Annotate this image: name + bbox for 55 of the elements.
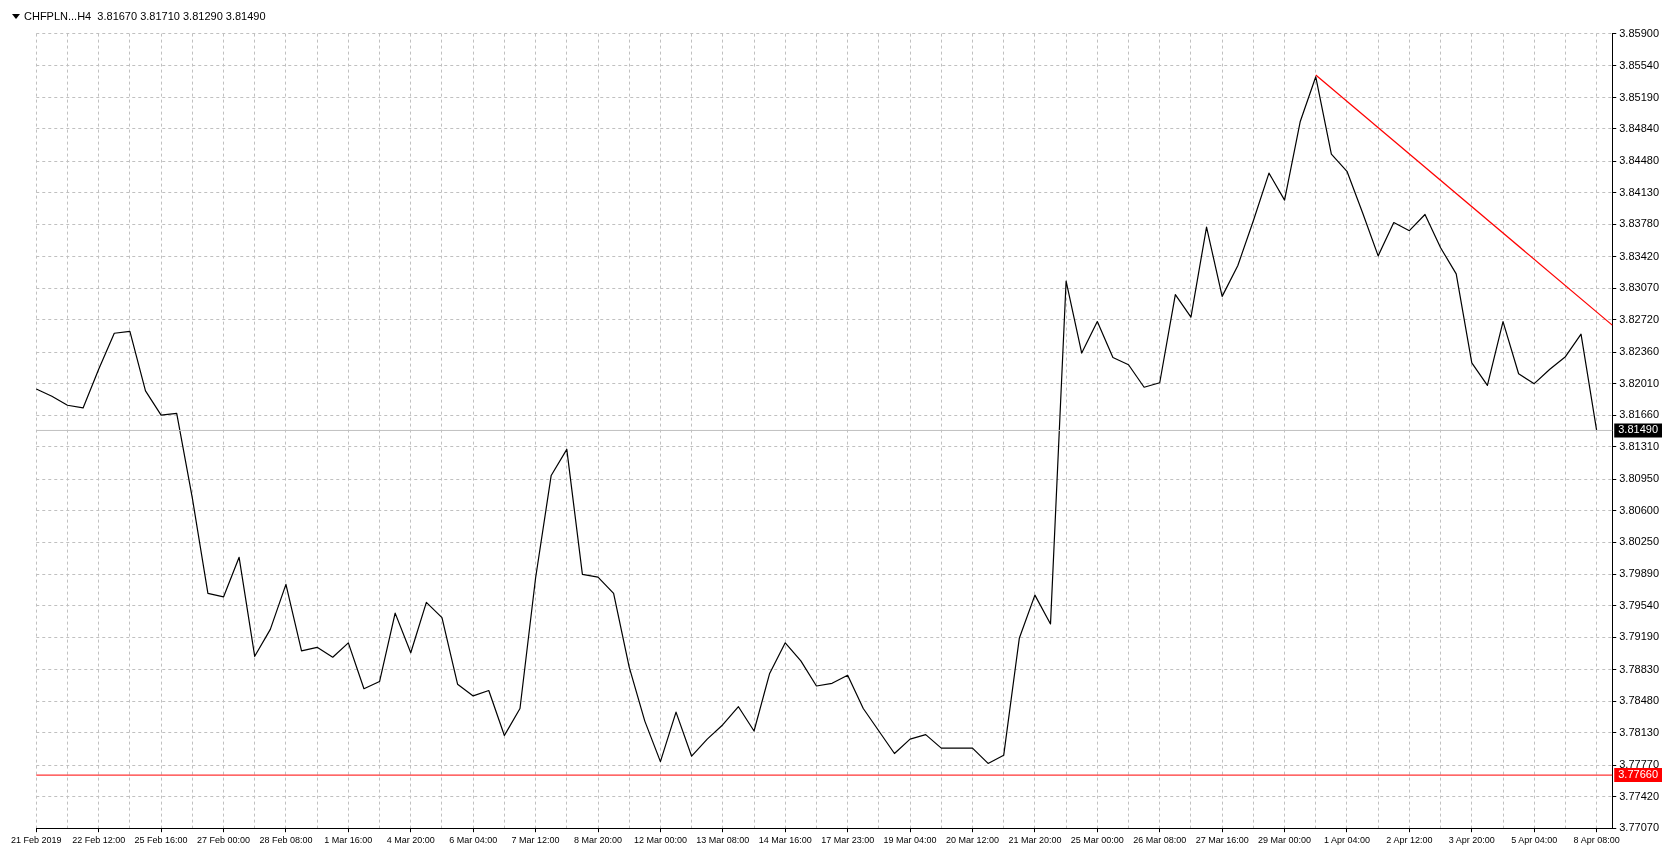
y-tick-label: 3.85900 bbox=[1619, 26, 1659, 39]
x-tick-label: 2 Apr 12:00 bbox=[1386, 835, 1433, 846]
x-tick-label: 1 Apr 04:00 bbox=[1323, 835, 1370, 846]
y-tick-label: 3.77070 bbox=[1619, 821, 1659, 834]
y-tick-label: 3.79190 bbox=[1619, 630, 1659, 643]
x-tick-label: 25 Mar 00:00 bbox=[1070, 835, 1124, 846]
x-tick-label: 27 Feb 00:00 bbox=[196, 835, 251, 846]
y-tick-label: 3.84480 bbox=[1619, 154, 1659, 167]
y-tick-label: 3.80600 bbox=[1619, 503, 1659, 516]
x-tick-label: 19 Mar 04:00 bbox=[883, 835, 937, 846]
y-tick-label: 3.78130 bbox=[1619, 725, 1659, 738]
y-tick-label: 3.85540 bbox=[1619, 59, 1659, 72]
y-tick-label: 3.77770 bbox=[1619, 758, 1659, 771]
y-tick-label: 3.79890 bbox=[1619, 567, 1659, 580]
x-tick-label: 3 Apr 20:00 bbox=[1448, 835, 1495, 846]
x-tick-label: 8 Mar 20:00 bbox=[573, 835, 623, 846]
x-tick-label: 6 Mar 04:00 bbox=[449, 835, 498, 846]
x-tick-label: 20 Mar 12:00 bbox=[945, 835, 1000, 846]
x-tick-label: 21 Feb 2019 bbox=[11, 835, 62, 846]
x-tick-label: 13 Mar 08:00 bbox=[696, 835, 750, 846]
x-tick-label: 27 Mar 16:00 bbox=[1195, 835, 1249, 846]
y-tick-label: 3.85190 bbox=[1619, 90, 1659, 103]
x-tick-label: 5 Apr 04:00 bbox=[1511, 835, 1558, 846]
y-tick-label: 3.83420 bbox=[1619, 249, 1659, 262]
chart-title: CHFPLN...H4 3.81670 3.81710 3.81290 3.81490 bbox=[24, 10, 266, 22]
y-tick-label: 3.81310 bbox=[1619, 439, 1659, 452]
x-tick-label: 4 Mar 20:00 bbox=[386, 835, 435, 846]
x-tick-label: 17 Mar 23:00 bbox=[821, 835, 875, 846]
y-tick-label: 3.83070 bbox=[1619, 281, 1659, 294]
x-tick-label: 14 Mar 16:00 bbox=[758, 835, 812, 846]
ref-line-label: 3.77660 bbox=[1618, 768, 1658, 781]
y-tick-label: 3.84130 bbox=[1619, 185, 1659, 198]
x-tick-label: 26 Mar 08:00 bbox=[1133, 835, 1187, 846]
y-tick-label: 3.78480 bbox=[1619, 694, 1659, 707]
y-tick-label: 3.80950 bbox=[1619, 472, 1659, 485]
y-tick-label: 3.80250 bbox=[1619, 535, 1659, 548]
x-tick-label: 1 Mar 16:00 bbox=[324, 835, 373, 846]
y-tick-label: 3.82720 bbox=[1619, 312, 1659, 325]
x-tick-label: 8 Apr 08:00 bbox=[1573, 835, 1620, 846]
ref-line-label: 3.81490 bbox=[1618, 423, 1658, 436]
x-tick-label: 22 Feb 12:00 bbox=[72, 835, 126, 846]
x-tick-label: 25 Feb 16:00 bbox=[134, 835, 188, 846]
y-tick-label: 3.81660 bbox=[1619, 408, 1659, 421]
x-tick-label: 7 Mar 12:00 bbox=[511, 835, 560, 846]
y-tick-label: 3.78830 bbox=[1619, 662, 1659, 675]
x-tick-label: 21 Mar 20:00 bbox=[1008, 835, 1062, 846]
y-tick-label: 3.77420 bbox=[1619, 789, 1659, 802]
x-tick-label: 28 Feb 08:00 bbox=[259, 835, 313, 846]
y-tick-label: 3.82360 bbox=[1619, 345, 1659, 358]
x-tick-label: 29 Mar 00:00 bbox=[1258, 835, 1312, 846]
y-tick-label: 3.79540 bbox=[1619, 598, 1659, 611]
y-tick-label: 3.84840 bbox=[1619, 122, 1659, 135]
y-tick-label: 3.83780 bbox=[1619, 217, 1659, 230]
y-tick-label: 3.82010 bbox=[1619, 376, 1659, 389]
x-tick-label: 12 Mar 00:00 bbox=[633, 835, 687, 846]
